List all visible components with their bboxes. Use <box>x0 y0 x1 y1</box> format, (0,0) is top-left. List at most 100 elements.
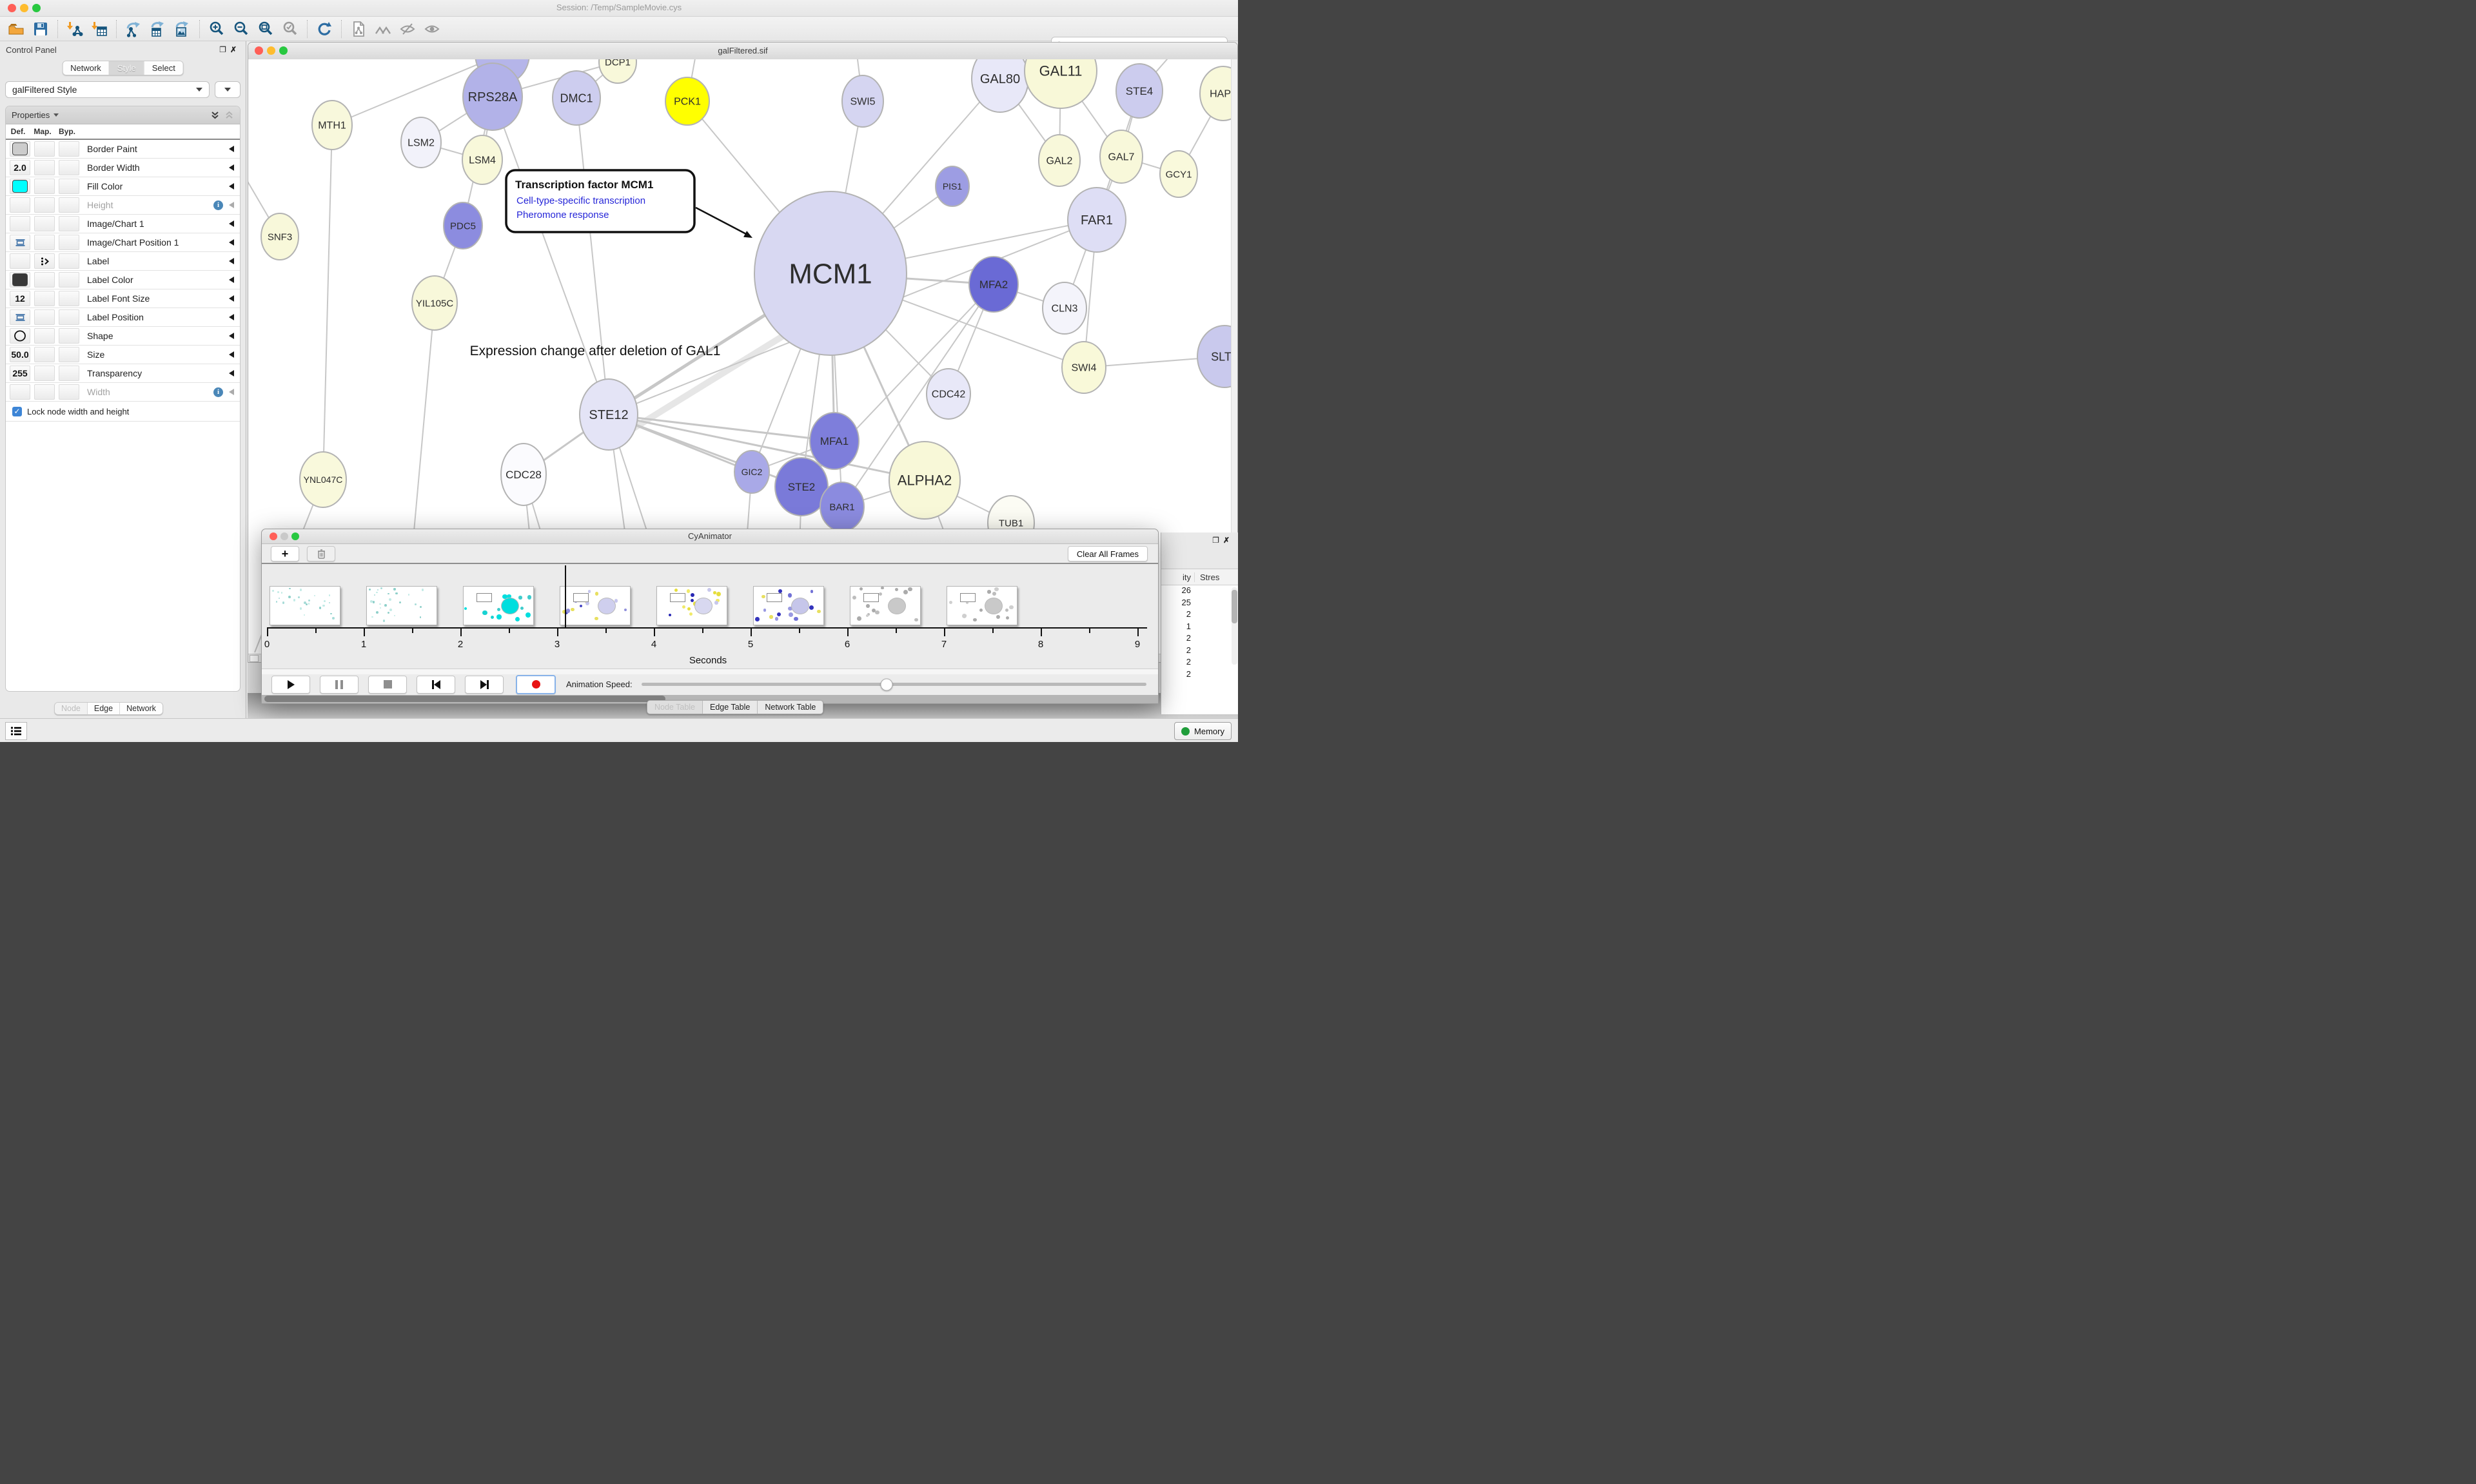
mapping-cell[interactable] <box>34 384 55 400</box>
refresh-layout-button[interactable] <box>315 19 334 39</box>
collapse-arrow-icon[interactable] <box>229 258 234 264</box>
bypass-cell[interactable] <box>59 197 79 213</box>
tab-style[interactable]: Style <box>108 61 144 75</box>
tab-node-table[interactable]: Node Table <box>647 701 703 714</box>
network-node-mfa2[interactable] <box>968 256 1019 313</box>
mapping-cell[interactable] <box>34 328 55 344</box>
network-node-dcp1[interactable] <box>598 59 637 84</box>
style-selector-dropdown[interactable]: galFiltered Style <box>5 81 210 98</box>
network-node-gal11[interactable] <box>1024 59 1097 109</box>
first-neighbors-button[interactable] <box>373 19 393 39</box>
default-cell[interactable] <box>10 309 30 325</box>
memory-button[interactable]: Memory <box>1174 722 1232 740</box>
info-icon[interactable]: i <box>213 387 223 397</box>
collapse-arrow-icon[interactable] <box>229 351 234 358</box>
collapse-all-icon[interactable] <box>224 110 234 120</box>
bypass-cell[interactable] <box>59 328 79 344</box>
network-node-snf3[interactable] <box>260 213 299 260</box>
mapping-cell[interactable] <box>34 197 55 213</box>
collapse-arrow-icon[interactable] <box>229 295 234 302</box>
clear-all-frames-button[interactable]: Clear All Frames <box>1067 546 1148 561</box>
mapping-cell[interactable] <box>34 216 55 231</box>
open-session-button[interactable] <box>6 19 26 39</box>
cyanimator-titlebar[interactable]: CyAnimator <box>262 529 1158 544</box>
bypass-cell[interactable] <box>59 366 79 381</box>
export-table-button[interactable] <box>148 19 168 39</box>
network-node-swi5[interactable] <box>841 75 884 128</box>
default-cell[interactable]: 2.0 <box>10 160 30 175</box>
table-row[interactable]: 2 <box>1186 633 1191 643</box>
mapping-cell[interactable] <box>34 309 55 325</box>
default-cell[interactable] <box>10 197 30 213</box>
close-window-icon[interactable] <box>255 46 263 55</box>
network-node-mfa1[interactable] <box>809 412 860 470</box>
close-window-icon[interactable] <box>8 4 16 12</box>
default-cell[interactable]: 255 <box>10 366 30 381</box>
zoom-selected-button[interactable] <box>280 19 300 39</box>
property-row-image-chart-position-1[interactable]: Image/Chart Position 1 <box>6 233 240 252</box>
bypass-cell[interactable] <box>59 141 79 157</box>
network-node-swi4[interactable] <box>1061 341 1106 394</box>
table-row[interactable]: 2 <box>1186 657 1191 667</box>
style-tab-node[interactable]: Node <box>55 703 87 714</box>
collapse-arrow-icon[interactable] <box>229 314 234 320</box>
default-cell[interactable] <box>10 235 30 250</box>
frame-thumbnail-1[interactable] <box>270 586 340 625</box>
table-row[interactable]: 2 <box>1186 645 1191 655</box>
network-node-yil105c[interactable] <box>411 275 458 331</box>
property-row-image-chart-1[interactable]: Image/Chart 1 <box>6 215 240 233</box>
frame-thumbnail-7[interactable] <box>850 586 921 625</box>
annotation-expression-change[interactable]: Expression change after deletion of GAL1 <box>470 344 721 358</box>
column-header-stress[interactable]: Stres <box>1200 572 1220 582</box>
network-node-ste12[interactable] <box>579 378 638 451</box>
import-table-button[interactable] <box>90 19 109 39</box>
network-vertical-scrollbar[interactable] <box>1231 59 1237 654</box>
bypass-cell[interactable] <box>59 291 79 306</box>
collapse-arrow-icon[interactable] <box>229 183 234 190</box>
mapping-cell[interactable] <box>34 272 55 288</box>
zoom-fit-button[interactable] <box>256 19 275 39</box>
minimize-window-icon[interactable] <box>267 46 275 55</box>
collapse-arrow-icon[interactable] <box>229 146 234 152</box>
bypass-cell[interactable] <box>59 272 79 288</box>
network-node-dmc1[interactable] <box>552 70 601 126</box>
frame-thumbnail-2[interactable] <box>366 586 437 625</box>
property-row-label-color[interactable]: Label Color <box>6 271 240 289</box>
default-cell[interactable]: 12 <box>10 291 30 306</box>
network-node-pdc5[interactable] <box>443 202 483 249</box>
default-cell[interactable] <box>10 384 30 400</box>
frame-thumbnail-8[interactable] <box>947 586 1017 625</box>
zoom-window-icon[interactable] <box>291 532 299 540</box>
import-network-button[interactable] <box>65 19 84 39</box>
float-panel-icon[interactable]: ❐ <box>219 45 230 54</box>
property-row-height[interactable]: Height i <box>6 196 240 215</box>
float-panel-icon[interactable]: ❐ <box>1212 536 1223 545</box>
network-node-lsm4[interactable] <box>462 135 503 185</box>
collapse-arrow-icon[interactable] <box>229 239 234 246</box>
info-icon[interactable]: i <box>213 200 223 210</box>
network-node-pck1[interactable] <box>665 77 710 126</box>
task-history-button[interactable] <box>5 722 27 740</box>
bypass-cell[interactable] <box>59 216 79 231</box>
properties-header[interactable]: Properties <box>6 106 240 124</box>
network-node-far1[interactable] <box>1067 187 1126 253</box>
stop-button[interactable] <box>368 675 407 694</box>
frame-thumbnail-6[interactable] <box>753 586 824 625</box>
default-cell[interactable] <box>10 141 30 157</box>
lock-size-checkbox[interactable]: ✓ <box>12 406 22 416</box>
network-node-pis1[interactable] <box>935 166 970 207</box>
open-file-button[interactable] <box>349 19 368 39</box>
style-tab-edge[interactable]: Edge <box>86 703 120 714</box>
frame-thumbnail-3[interactable] <box>463 586 534 625</box>
tab-edge-table[interactable]: Edge Table <box>702 701 758 714</box>
collapse-arrow-icon[interactable] <box>229 277 234 283</box>
frame-thumbnail-4[interactable] <box>560 586 631 625</box>
bypass-cell[interactable] <box>59 160 79 175</box>
property-row-width[interactable]: Width i <box>6 383 240 402</box>
bypass-cell[interactable] <box>59 253 79 269</box>
tab-select[interactable]: Select <box>143 61 183 75</box>
network-node-cln3[interactable] <box>1042 282 1087 335</box>
property-row-size[interactable]: 50.0 Size <box>6 346 240 364</box>
mapping-cell[interactable] <box>34 160 55 175</box>
network-node-gal2[interactable] <box>1038 134 1081 187</box>
